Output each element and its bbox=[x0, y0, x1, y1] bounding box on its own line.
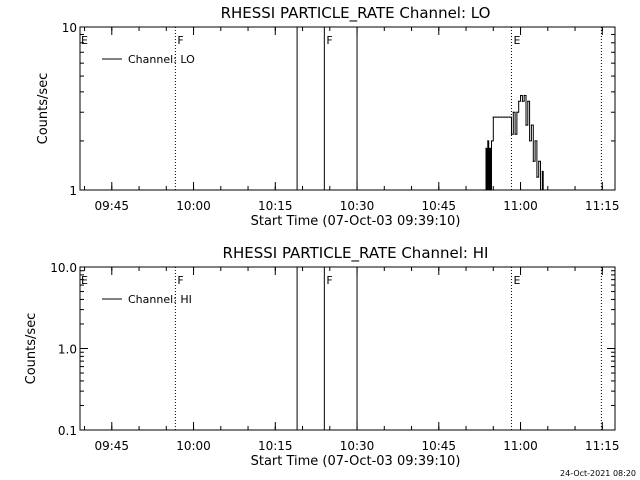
x-tick-label: 11:15 bbox=[585, 199, 620, 213]
y-tick-label: 10.0 bbox=[50, 261, 77, 275]
data-point bbox=[516, 111, 518, 113]
data-point bbox=[518, 100, 520, 102]
flag-label: F bbox=[326, 274, 332, 287]
flag-label: E bbox=[81, 34, 88, 47]
x-tick-label: 10:00 bbox=[176, 439, 211, 453]
x-tick-label: 10:45 bbox=[421, 199, 456, 213]
data-point bbox=[486, 189, 488, 191]
x-axis-label: Start Time (07-Oct-03 09:39:10) bbox=[251, 454, 461, 469]
data-point bbox=[542, 189, 544, 191]
data-point bbox=[532, 160, 534, 162]
data-point bbox=[485, 147, 487, 149]
data-point bbox=[541, 170, 543, 173]
flag-label: F bbox=[177, 34, 183, 47]
y-tick-label: 10 bbox=[62, 21, 77, 35]
data-point bbox=[527, 100, 529, 102]
flag-label: F bbox=[326, 34, 332, 47]
data-point bbox=[529, 140, 531, 142]
data-point bbox=[487, 140, 489, 142]
x-tick-label: 10:45 bbox=[421, 439, 456, 453]
flag-label: E bbox=[513, 274, 520, 287]
data-point bbox=[489, 189, 492, 191]
x-tick-label: 09:45 bbox=[94, 439, 129, 453]
data-point bbox=[503, 116, 505, 118]
data-point bbox=[538, 160, 540, 162]
y-tick-label: 1.0 bbox=[58, 343, 77, 357]
flag-label: E bbox=[513, 34, 520, 47]
data-point bbox=[500, 116, 503, 118]
flag-label: E bbox=[81, 274, 88, 287]
data-series-line bbox=[485, 95, 544, 191]
x-tick-label: 10:00 bbox=[176, 199, 211, 213]
x-axis-label: Start Time (07-Oct-03 09:39:10) bbox=[251, 214, 461, 229]
data-point bbox=[519, 94, 522, 97]
data-point bbox=[539, 189, 542, 191]
data-point bbox=[512, 111, 514, 113]
y-tick-label: 0.1 bbox=[58, 424, 77, 438]
data-point bbox=[492, 116, 494, 118]
data-point bbox=[530, 124, 533, 126]
data-point bbox=[514, 133, 516, 135]
data-point bbox=[509, 116, 511, 118]
data-point bbox=[484, 189, 486, 191]
x-tick-label: 11:15 bbox=[585, 439, 620, 453]
x-tick-label: 11:00 bbox=[503, 439, 538, 453]
y-axis-label: Counts/sec bbox=[36, 73, 51, 145]
x-tick-label: 10:30 bbox=[340, 439, 375, 453]
plot-frame bbox=[79, 266, 616, 431]
data-point bbox=[489, 147, 491, 149]
flag-label: F bbox=[177, 274, 183, 287]
data-point bbox=[490, 140, 493, 142]
data-point bbox=[488, 189, 490, 191]
data-point bbox=[521, 100, 523, 102]
legend-label: Channel: HI bbox=[128, 293, 192, 306]
chart-title: RHESSI PARTICLE_RATE Channel: HI bbox=[223, 244, 489, 263]
data-point bbox=[523, 94, 525, 97]
data-point bbox=[534, 140, 536, 142]
data-point bbox=[536, 176, 538, 178]
x-tick-label: 10:15 bbox=[258, 199, 293, 213]
x-tick-label: 11:00 bbox=[503, 199, 538, 213]
data-point bbox=[510, 133, 513, 135]
data-point bbox=[525, 124, 527, 126]
y-axis-label: Counts/sec bbox=[24, 313, 39, 385]
data-point bbox=[495, 116, 497, 118]
data-point bbox=[498, 116, 500, 118]
y-tick-label: 1 bbox=[69, 184, 77, 198]
x-tick-label: 09:45 bbox=[94, 199, 129, 213]
footer-timestamp: 24-Oct-2021 08:20 bbox=[560, 469, 636, 478]
legend-label: Channel: LO bbox=[128, 53, 195, 66]
data-point bbox=[506, 116, 508, 118]
plot-frame bbox=[79, 26, 616, 191]
x-tick-label: 10:30 bbox=[340, 199, 375, 213]
chart-title: RHESSI PARTICLE_RATE Channel: LO bbox=[221, 4, 491, 23]
x-tick-label: 10:15 bbox=[258, 439, 293, 453]
